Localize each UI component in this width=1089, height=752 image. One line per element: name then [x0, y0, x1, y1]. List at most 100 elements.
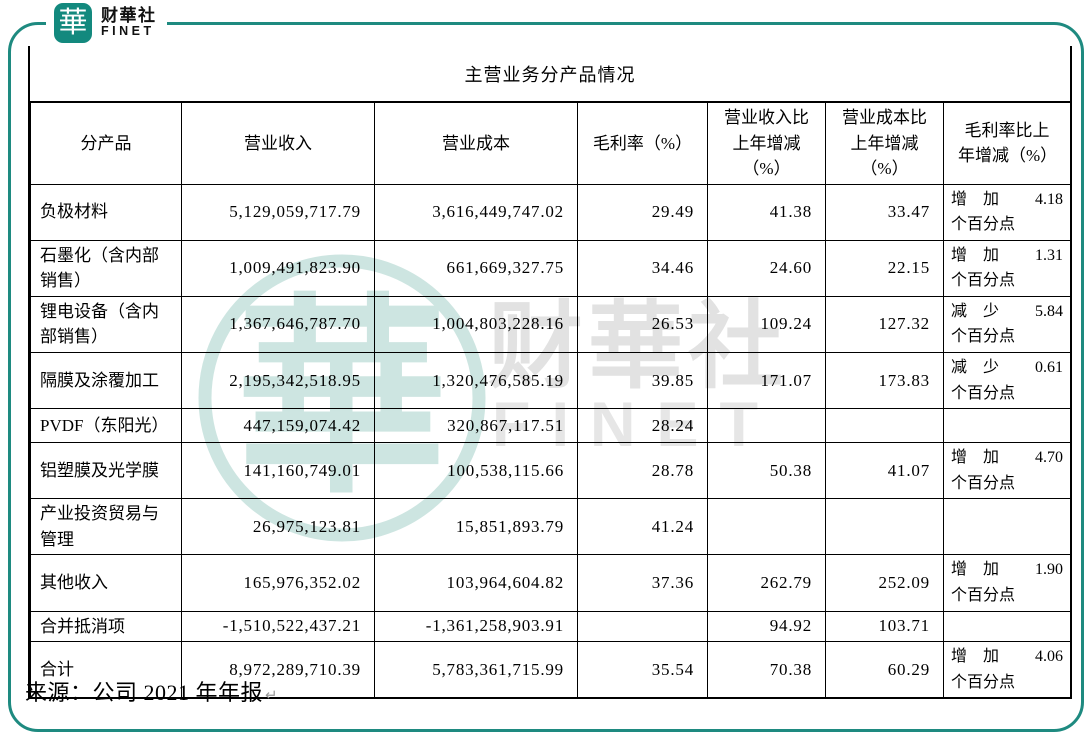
cell-cost: 320,867,117.51	[374, 408, 578, 444]
cell-cost: 103,964,604.82	[374, 554, 578, 612]
col-header-margin-change: 毛利率比上年增减（%）	[943, 101, 1071, 185]
table-row: 合并抵消项 -1,510,522,437.21 -1,361,258,903.9…	[30, 610, 1071, 643]
cell-revenue-change: 50.38	[707, 442, 826, 500]
cell-margin: 28.24	[577, 408, 708, 444]
table-row: 负极材料 5,129,059,717.79 3,616,449,747.02 2…	[30, 183, 1071, 241]
brand-name-cn: 财華社	[101, 5, 157, 25]
cell-product: PVDF（东阳光）	[30, 408, 182, 444]
cell-cost-change	[825, 408, 944, 444]
cell-revenue-change: 262.79	[707, 554, 826, 612]
cell-margin-change: 增加 4.18 个百分点	[943, 183, 1071, 241]
cell-revenue-change: 41.38	[707, 183, 826, 241]
cell-cost: 1,004,803,228.16	[374, 295, 578, 354]
cell-revenue-change: 70.38	[707, 641, 826, 699]
cell-cost-change: 60.29	[825, 641, 944, 699]
cell-margin: 28.78	[577, 442, 708, 500]
cell-revenue-change: 24.60	[707, 239, 826, 297]
table-row: 产业投资贸易与管理 26,975,123.81 15,851,893.79 41…	[30, 498, 1071, 556]
table-row: 锂电设备（含内部销售） 1,367,646,787.70 1,004,803,2…	[30, 295, 1071, 354]
cell-margin: 37.36	[577, 554, 708, 612]
cell-margin: 35.54	[577, 641, 708, 699]
cell-revenue: 165,976,352.02	[181, 554, 375, 612]
cell-margin	[577, 610, 708, 643]
cell-product: 石墨化（含内部销售）	[30, 239, 182, 297]
cell-margin-change: 减少 5.84 个百分点	[943, 295, 1071, 354]
cell-cost: 3,616,449,747.02	[374, 183, 578, 241]
cell-revenue: 5,129,059,717.79	[181, 183, 375, 241]
source-text: 来源：公司 2021 年年报	[25, 680, 264, 705]
cell-margin: 29.49	[577, 183, 708, 241]
cell-revenue: 1,367,646,787.70	[181, 295, 375, 354]
source-note: 来源：公司 2021 年年报 ↵	[25, 675, 278, 707]
cell-margin: 39.85	[577, 352, 708, 410]
cell-product: 锂电设备（含内部销售）	[30, 295, 182, 354]
cell-margin: 26.53	[577, 295, 708, 354]
table-title: 主营业务分产品情况	[464, 64, 636, 85]
cell-revenue: 2,195,342,518.95	[181, 352, 375, 410]
cell-revenue: 26,975,123.81	[181, 498, 375, 556]
finet-logo-icon: 華	[54, 3, 92, 43]
cell-cost-change: 33.47	[825, 183, 944, 241]
cell-revenue-change: 94.92	[707, 610, 826, 643]
cell-cost: 661,669,327.75	[374, 239, 578, 297]
table-row: 石墨化（含内部销售） 1,009,491,823.90 661,669,327.…	[30, 239, 1071, 297]
cell-margin-change: 增加 4.70 个百分点	[943, 442, 1071, 500]
cell-margin-change	[943, 408, 1071, 444]
cell-revenue: 8,972,289,710.39	[181, 641, 375, 699]
cell-revenue: 1,009,491,823.90	[181, 239, 375, 297]
cell-product: 产业投资贸易与管理	[30, 498, 182, 556]
cell-cost-change: 103.71	[825, 610, 944, 643]
cell-cost-change: 41.07	[825, 442, 944, 500]
cell-product: 负极材料	[30, 183, 182, 241]
cell-cost-change	[825, 498, 944, 556]
col-header-product: 分产品	[30, 101, 182, 185]
cell-cost-change: 22.15	[825, 239, 944, 297]
cell-revenue-change: 109.24	[707, 295, 826, 354]
table-row: 隔膜及涂覆加工 2,195,342,518.95 1,320,476,585.1…	[30, 352, 1071, 410]
finet-logo: 華 财華社 FINET	[46, 0, 167, 48]
cell-margin-change	[943, 610, 1071, 643]
table-row: 其他收入 165,976,352.02 103,964,604.82 37.36…	[30, 554, 1071, 612]
cell-cost: 5,783,361,715.99	[374, 641, 578, 699]
cell-cost: 100,538,115.66	[374, 442, 578, 500]
cell-cost: -1,361,258,903.91	[374, 610, 578, 643]
product-revenue-table: 分产品 营业收入 营业成本 毛利率（%） 营业收入比上年增减（%） 营业成本比上…	[30, 101, 1071, 700]
cell-revenue-change: 171.07	[707, 352, 826, 410]
table-row: 合计 8,972,289,710.39 5,783,361,715.99 35.…	[30, 641, 1071, 699]
col-header-revenue: 营业收入	[181, 101, 375, 185]
cell-margin: 41.24	[577, 498, 708, 556]
table-row: 铝塑膜及光学膜 141,160,749.01 100,538,115.66 28…	[30, 442, 1071, 500]
col-header-revenue-change: 营业收入比上年增减（%）	[707, 101, 826, 185]
page-frame-border	[8, 22, 1084, 732]
cell-revenue: 141,160,749.01	[181, 442, 375, 500]
cell-revenue: -1,510,522,437.21	[181, 610, 375, 643]
cell-cost-change: 173.83	[825, 352, 944, 410]
cell-revenue: 447,159,074.42	[181, 408, 375, 444]
cell-margin-change: 减少 0.61 个百分点	[943, 352, 1071, 410]
cell-cost: 1,320,476,585.19	[374, 352, 578, 410]
table-header-row: 分产品 营业收入 营业成本 毛利率（%） 营业收入比上年增减（%） 营业成本比上…	[30, 101, 1071, 185]
col-header-cost: 营业成本	[374, 101, 578, 185]
paragraph-return-mark: ↵	[265, 688, 279, 704]
cell-revenue-change	[707, 408, 826, 444]
cell-margin-change: 增加 1.90 个百分点	[943, 554, 1071, 612]
col-header-cost-change: 营业成本比上年增减（%）	[825, 101, 944, 185]
cell-product: 合计	[30, 641, 182, 699]
cell-product: 合并抵消项	[30, 610, 182, 643]
cell-margin-change: 增加 4.06 个百分点	[943, 641, 1071, 699]
report-table-container: 主营业务分产品情况 分产品 营业收入 营业成本 毛利率（%） 营业收入比上年增减…	[28, 46, 1072, 700]
brand-name-en: FINET	[101, 24, 155, 39]
cell-product: 隔膜及涂覆加工	[30, 352, 182, 410]
cell-revenue-change	[707, 498, 826, 556]
cell-margin-change: 增加 1.31 个百分点	[943, 239, 1071, 297]
cell-margin: 34.46	[577, 239, 708, 297]
cell-margin-change	[943, 498, 1071, 556]
table-row: PVDF（东阳光） 447,159,074.42 320,867,117.51 …	[30, 408, 1071, 444]
cell-product: 其他收入	[30, 554, 182, 612]
cell-cost-change: 252.09	[825, 554, 944, 612]
cell-product: 铝塑膜及光学膜	[30, 442, 182, 500]
finet-logo-text: 财華社 FINET	[101, 5, 157, 39]
cell-cost-change: 127.32	[825, 295, 944, 354]
col-header-margin: 毛利率（%）	[577, 101, 708, 185]
cell-cost: 15,851,893.79	[374, 498, 578, 556]
